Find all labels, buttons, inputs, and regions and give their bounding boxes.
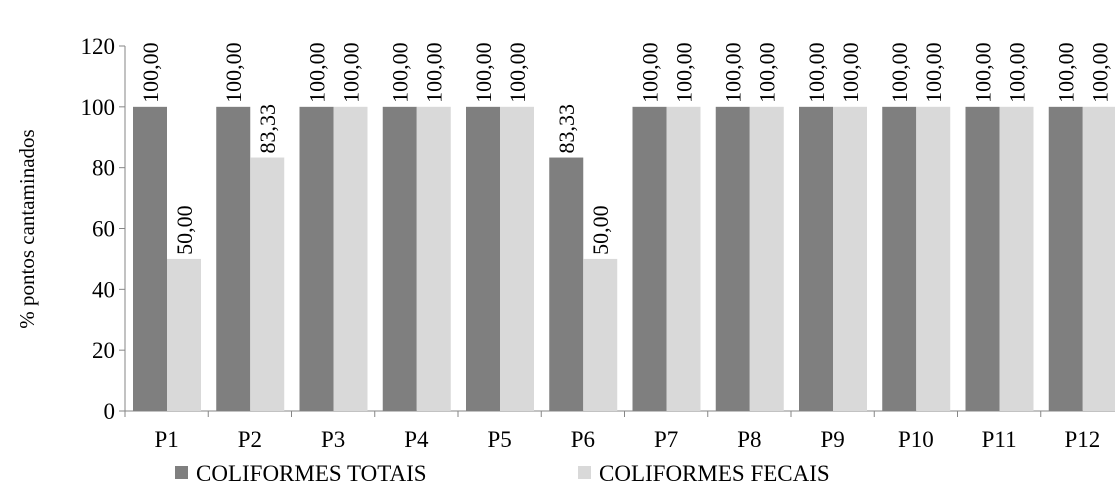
bar: [632, 106, 667, 411]
bar: [799, 106, 833, 411]
bar: [382, 106, 417, 411]
data-label: 83,33: [554, 104, 579, 154]
data-label: 100,00: [721, 42, 746, 103]
bar: [833, 106, 867, 411]
bar: [965, 106, 1000, 411]
data-label: 100,00: [1005, 42, 1030, 103]
data-label: 100,00: [971, 42, 996, 103]
y-tick-label: 60: [92, 217, 115, 242]
bar: [133, 106, 167, 411]
y-tick-label: 20: [92, 338, 115, 363]
x-tick-label: P6: [571, 427, 595, 452]
bar: [500, 106, 534, 411]
bar: [999, 106, 1034, 411]
x-tick-label: P5: [487, 427, 511, 452]
data-label: 100,00: [887, 42, 912, 103]
legend: COLIFORMES TOTAIS COLIFORMES FECAIS: [175, 461, 830, 486]
data-label: 83,33: [255, 104, 280, 154]
bar: [549, 157, 584, 411]
data-label: 100,00: [1054, 42, 1079, 103]
data-label: 100,00: [505, 42, 530, 103]
data-label: 100,00: [838, 42, 863, 103]
bar: [583, 258, 618, 411]
bar: [715, 106, 750, 411]
legend-swatch: [578, 466, 591, 479]
data-label: 100,00: [471, 42, 496, 103]
x-tick-label: P12: [1064, 427, 1100, 452]
x-tick-label: P8: [737, 427, 761, 452]
bar: [1048, 106, 1083, 411]
data-label: 100,00: [755, 42, 780, 103]
bar: [299, 106, 334, 411]
data-label: 100,00: [1088, 42, 1113, 103]
plot-area: 0 20 40 60 80 100 120 P1 P2 P3 P4 P5 P6 P7 P8 P9 P10 P11 P…: [81, 34, 1115, 452]
bar: [666, 106, 701, 411]
bar: [167, 258, 201, 411]
bar: [749, 106, 784, 411]
x-tick-label: P4: [404, 427, 429, 452]
data-label: 100,00: [138, 42, 163, 103]
x-tick-label: P2: [238, 427, 262, 452]
data-label: 100,00: [339, 42, 364, 103]
x-tick-label: P9: [820, 427, 844, 452]
bar: [1082, 106, 1115, 411]
bar: [216, 106, 251, 411]
data-label: 100,00: [638, 42, 663, 103]
y-tick-label: 100: [81, 95, 116, 120]
x-tick-label: P11: [982, 427, 1017, 452]
data-label: 100,00: [422, 42, 447, 103]
x-tick-label: P10: [898, 427, 934, 452]
bar: [882, 106, 917, 411]
bar: [466, 106, 500, 411]
bar: [916, 106, 951, 411]
data-label: 100,00: [305, 42, 330, 103]
bar: [250, 157, 285, 411]
legend-label: COLIFORMES FECAIS: [599, 461, 830, 486]
data-label: 100,00: [672, 42, 697, 103]
legend-swatch: [175, 466, 188, 479]
data-label: 100,00: [804, 42, 829, 103]
x-tick-label: P1: [154, 427, 178, 452]
y-tick-label: 40: [92, 277, 115, 302]
y-axis-title: % pontos cantaminados: [15, 129, 39, 328]
y-tick-label: 0: [104, 399, 116, 424]
data-label: 50,00: [172, 205, 197, 255]
x-tick-label: P3: [321, 427, 345, 452]
x-tick-label: P7: [654, 427, 678, 452]
data-label: 100,00: [221, 42, 246, 103]
bar: [333, 106, 368, 411]
legend-label: COLIFORMES TOTAIS: [196, 461, 427, 486]
y-tick-label: 120: [81, 34, 116, 59]
data-label: 100,00: [921, 42, 946, 103]
data-label: 50,00: [588, 205, 613, 255]
y-tick-label: 80: [92, 156, 115, 181]
bar: [416, 106, 451, 411]
data-label: 100,00: [388, 42, 413, 103]
